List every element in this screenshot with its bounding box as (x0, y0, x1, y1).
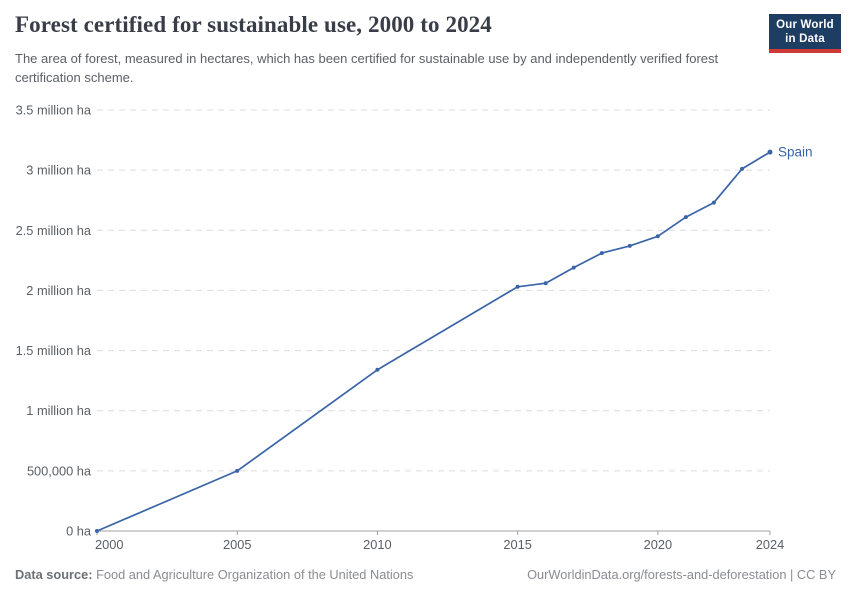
x-axis-tick-label: 2010 (363, 537, 391, 552)
data-point[interactable] (627, 243, 632, 248)
data-point[interactable] (740, 166, 744, 171)
owid-logo-line2: in Data (785, 33, 825, 45)
data-line-spain[interactable] (96, 151, 771, 532)
y-axis-label: 2 million ha (26, 283, 92, 298)
y-axis-label: 0 ha (66, 524, 92, 539)
y-axis-label: 3 million ha (26, 163, 92, 178)
x-axis-tick-label: 2015 (503, 537, 531, 552)
data-point[interactable] (235, 468, 240, 473)
x-axis-tick-label: 2000 (95, 537, 123, 552)
data-point[interactable] (543, 281, 548, 286)
x-axis-tick-label: 2020 (644, 537, 672, 552)
y-axis-label: 3.5 million ha (16, 103, 92, 118)
attribution-link[interactable]: OurWorldinData.org/forests-and-deforesta… (527, 567, 836, 582)
data-point[interactable] (683, 215, 688, 220)
series-end-label-spain[interactable]: Spain (778, 145, 813, 160)
data-point[interactable] (515, 284, 520, 289)
owid-logo-red-bar (769, 49, 841, 53)
data-point[interactable] (767, 149, 773, 155)
y-axis-label: 500,000 ha (27, 463, 92, 478)
data-point[interactable] (571, 265, 576, 270)
data-source-value: Food and Agriculture Organization of the… (92, 567, 414, 582)
y-axis-label: 1 million ha (26, 403, 92, 418)
y-axis-label: 1.5 million ha (16, 343, 92, 358)
data-point[interactable] (375, 367, 380, 372)
data-point[interactable] (95, 529, 99, 533)
chart-title: Forest certified for sustainable use, 20… (15, 12, 492, 37)
data-source-label: Data source: (15, 567, 93, 582)
x-axis-tick-label: 2005 (223, 537, 251, 552)
chart-subtitle: The area of forest, measured in hectares… (15, 51, 719, 85)
y-axis-label: 2.5 million ha (16, 223, 92, 238)
x-axis-tick-label: 2024 (756, 537, 784, 552)
data-point[interactable] (711, 200, 716, 205)
owid-logo-text: Our World in Data (769, 14, 841, 49)
owid-logo-line1: Our World (776, 19, 834, 31)
data-point[interactable] (599, 251, 604, 256)
data-source-note: Data source: Food and Agriculture Organi… (15, 567, 413, 582)
owid-logo[interactable]: Our World in Data (769, 14, 841, 53)
data-point[interactable] (655, 234, 660, 239)
